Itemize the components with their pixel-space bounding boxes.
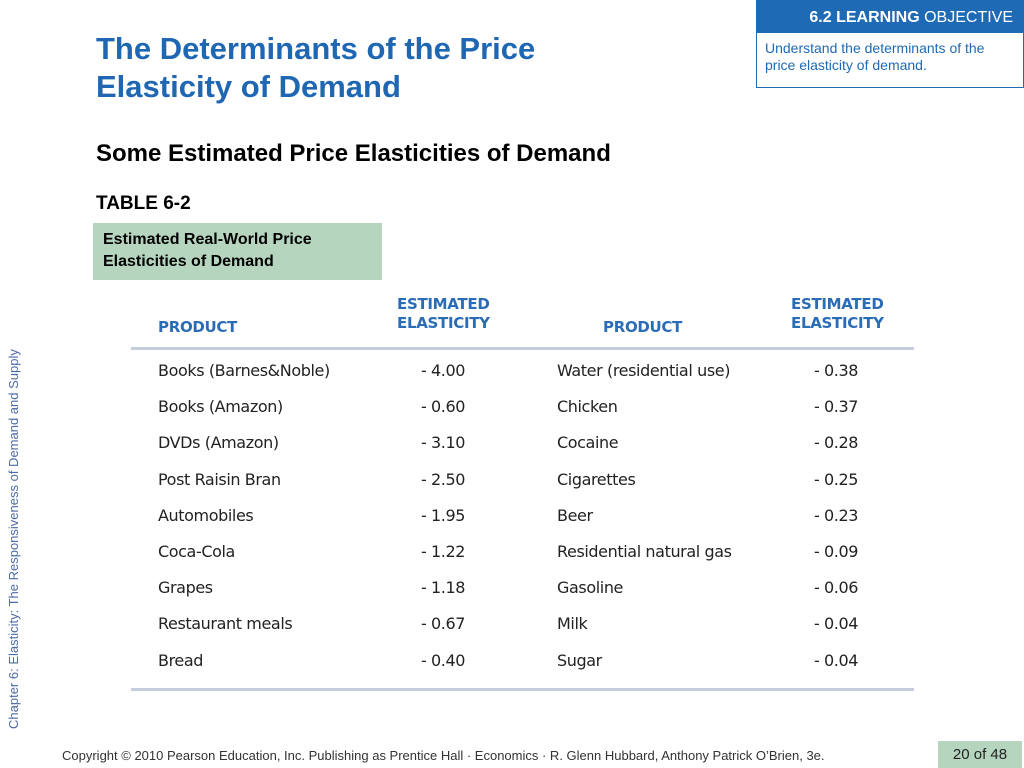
elasticity-right-cell: - 0.09 [813,542,859,561]
product-right-cell: Water (residential use) [557,361,731,380]
product-right-cell: Cigarettes [557,469,636,489]
elasticity-left-cell: - 1.95 [420,505,466,525]
elasticity-right-cell: - 0.23 [813,505,859,525]
product-left-cell: Post Raisin Bran [158,469,281,489]
table-caption-line1: Estimated Real-World Price [103,231,312,248]
elasticity-right-cell: - 0.37 [813,397,859,417]
product-right-cell: Chicken [557,397,618,417]
header-elasticity-right: ESTIMATED ELASTICITY [791,295,884,333]
product-right-cell: Cocaine [557,433,619,453]
bottom-rule [131,688,914,691]
slide-title: The Determinants of the Price Elasticity… [96,30,656,106]
elasticity-left-cell: - 1.22 [420,542,466,561]
product-right-cell: Beer [557,505,593,525]
elasticity-right-cell: - 0.25 [813,469,859,489]
elasticity-left-cell: - 0.40 [420,650,466,670]
header-product-right: PRODUCT [603,318,683,336]
elasticity-table: PRODUCT ESTIMATED ELASTICITY PRODUCT EST… [131,290,914,692]
product-left-cell: Automobiles [158,505,254,525]
table-caption-line2: Elasticities of Demand [103,253,274,270]
elasticity-left-cell: - 1.18 [420,578,466,598]
elasticity-left-cell: - 0.67 [420,614,466,634]
elasticity-left-cell: - 0.60 [420,397,466,417]
elasticity-right-cell: - 0.04 [813,614,859,634]
product-right-cell: Gasoline [557,578,624,598]
product-left-cell: Books (Amazon) [158,397,283,417]
elasticity-right-cell: - 0.04 [813,650,859,670]
objective-label: OBJECTIVE [924,9,1013,26]
elasticity-left-cell: - 2.50 [420,469,466,489]
header-elasticity-left-line2: ELASTICITY [397,314,490,332]
product-left-cell: Bread [158,650,204,670]
table-label: TABLE 6-2 [96,193,191,214]
objective-number: 6.2 [809,9,832,26]
objective-text: Understand the determinants of the price… [765,40,985,73]
slide-title-line2: Elasticity of Demand [96,69,401,104]
product-left-cell: Grapes [158,578,213,598]
header-elasticity-right-line2: ELASTICITY [791,314,884,332]
header-rule [131,347,914,350]
slide-title-line1: The Determinants of the Price [96,31,536,66]
product-right-cell: Residential natural gas [557,542,732,561]
product-left-cell: DVDs (Amazon) [158,433,279,453]
chapter-side-label: Chapter 6: Elasticity: The Responsivenes… [6,349,21,729]
product-right-cell: Sugar [557,650,602,670]
elasticity-right-cell: - 0.38 [813,361,859,380]
header-elasticity-left: ESTIMATED ELASTICITY [397,295,490,333]
elasticity-left-cell: - 3.10 [420,433,466,453]
product-right-cell: Milk [557,614,588,634]
product-left-cell: Books (Barnes&Noble) [158,361,330,380]
learning-objective-box: 6.2 LEARNING OBJECTIVE Understand the de… [756,0,1024,88]
product-left-cell: Coca-Cola [158,542,235,561]
copyright-footer: Copyright © 2010 Pearson Education, Inc.… [62,748,825,763]
header-elasticity-right-line1: ESTIMATED [791,295,884,313]
elasticity-right-cell: - 0.28 [813,433,859,453]
table-caption: Estimated Real-World Price Elasticities … [93,223,382,280]
learning-objective-header: 6.2 LEARNING OBJECTIVE [757,1,1023,33]
header-elasticity-left-line1: ESTIMATED [397,295,490,313]
objective-bold-label: LEARNING [836,9,920,26]
header-product-left: PRODUCT [158,318,238,336]
page-indicator: 20 of 48 [938,741,1022,768]
slide-subtitle: Some Estimated Price Elasticities of Dem… [96,140,611,167]
product-left-cell: Restaurant meals [158,614,293,634]
elasticity-left-cell: - 4.00 [420,361,466,380]
elasticity-right-cell: - 0.06 [813,578,859,598]
